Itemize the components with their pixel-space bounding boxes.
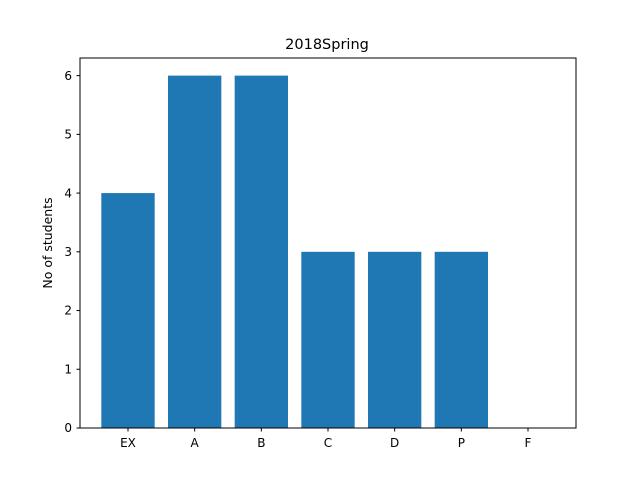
bar-d (368, 251, 422, 428)
bar-b (234, 75, 288, 428)
x-axis: EX A B C D P F (120, 428, 532, 450)
bar-p (434, 251, 488, 428)
y-tick-label: 4 (64, 186, 72, 200)
x-tick-label-p: P (458, 436, 465, 450)
x-tick-label-ex: EX (120, 436, 136, 450)
x-tick-label-f: F (525, 436, 532, 450)
x-tick-label-a: A (191, 436, 200, 450)
y-tick-label: 2 (64, 304, 72, 318)
bar-c (301, 251, 355, 428)
x-tick-label-c: C (324, 436, 332, 450)
y-tick-label: 6 (64, 69, 72, 83)
plot-frame (79, 57, 577, 429)
bars-layer (101, 75, 488, 428)
x-tick-label-b: B (257, 436, 265, 450)
x-tick-label-d: D (390, 436, 399, 450)
y-tick-label: 5 (64, 128, 72, 142)
chart-title: 2018Spring (285, 37, 369, 53)
bar-ex (101, 193, 155, 428)
y-tick-label: 3 (64, 245, 72, 259)
y-axis-label: No of students (40, 197, 55, 288)
y-tick-label: 0 (64, 421, 72, 435)
y-tick-label: 1 (64, 362, 72, 376)
y-axis: 0 1 2 3 4 5 6 (64, 69, 80, 435)
bar-a (168, 75, 222, 428)
